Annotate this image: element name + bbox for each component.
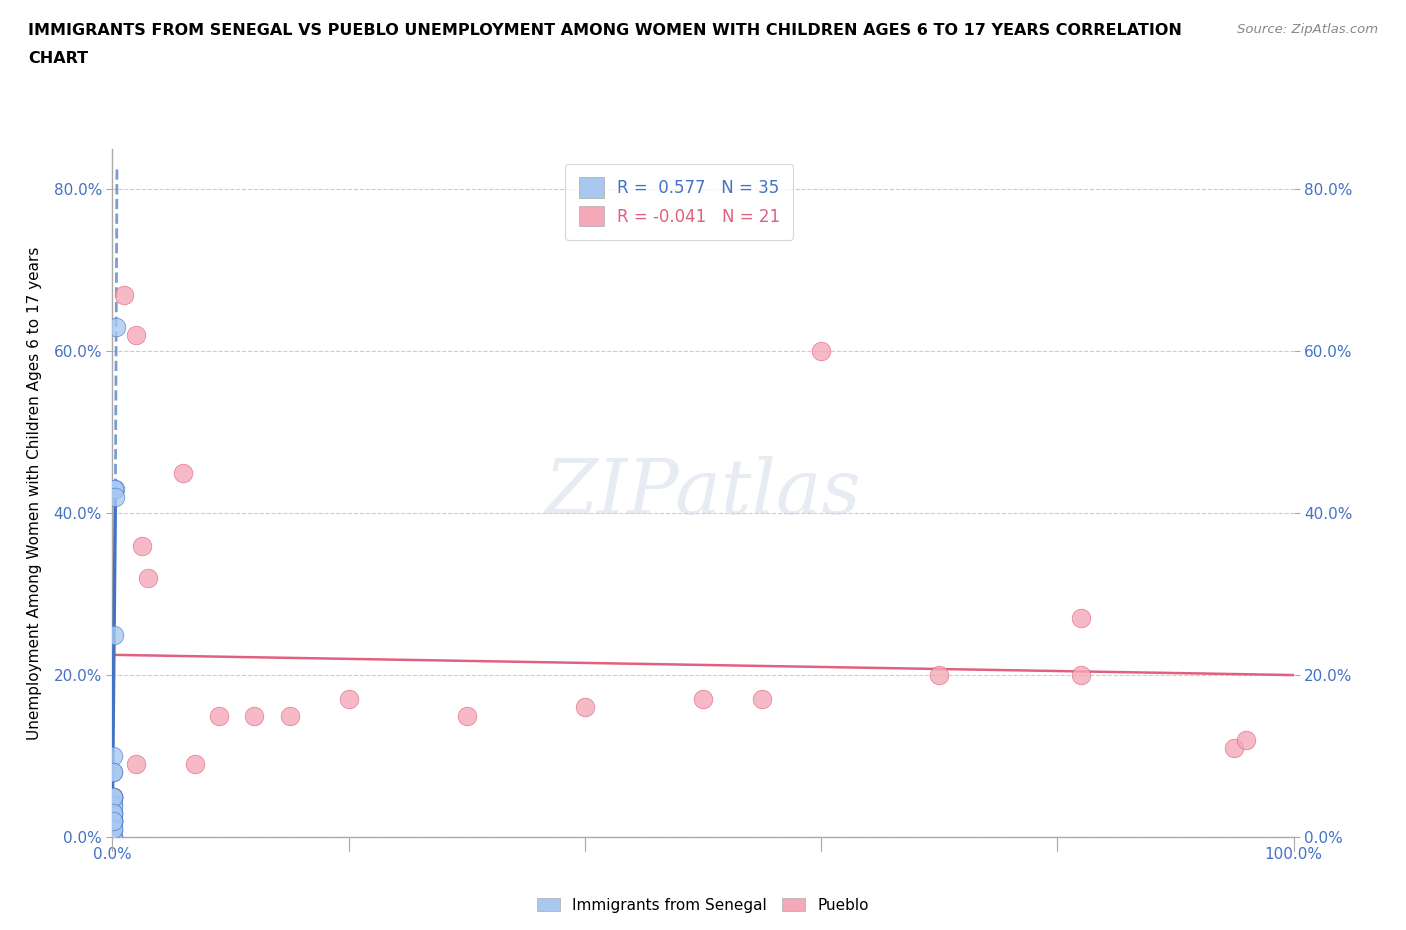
Point — [692, 692, 714, 707]
Point — [101, 789, 124, 804]
Point — [1070, 668, 1092, 683]
Point — [104, 482, 127, 497]
Point — [208, 708, 231, 723]
Point — [1234, 733, 1257, 748]
Point — [456, 708, 478, 723]
Point — [101, 764, 124, 779]
Point — [574, 700, 596, 715]
Point — [1223, 740, 1246, 755]
Point — [101, 814, 124, 829]
Point — [101, 789, 124, 804]
Point — [184, 757, 207, 772]
Point — [928, 668, 950, 683]
Point — [136, 570, 159, 585]
Point — [104, 489, 127, 504]
Point — [101, 814, 124, 829]
Point — [103, 789, 125, 804]
Point — [101, 821, 124, 836]
Y-axis label: Unemployment Among Women with Children Ages 6 to 17 years: Unemployment Among Women with Children A… — [28, 246, 42, 739]
Point — [101, 814, 124, 829]
Point — [101, 764, 124, 779]
Point — [810, 344, 832, 359]
Point — [172, 465, 194, 480]
Point — [751, 692, 773, 707]
Point — [125, 327, 148, 342]
Point — [101, 814, 124, 829]
Point — [101, 797, 124, 812]
Point — [101, 830, 124, 844]
Point — [112, 287, 135, 302]
Point — [101, 814, 124, 829]
Text: CHART: CHART — [28, 51, 89, 66]
Legend: Immigrants from Senegal, Pueblo: Immigrants from Senegal, Pueblo — [531, 892, 875, 919]
Point — [101, 814, 124, 829]
Point — [101, 830, 124, 844]
Point — [101, 814, 124, 829]
Point — [101, 821, 124, 836]
Text: Source: ZipAtlas.com: Source: ZipAtlas.com — [1237, 23, 1378, 36]
Point — [131, 538, 153, 553]
Point — [1070, 611, 1092, 626]
Point — [101, 805, 124, 820]
Point — [103, 789, 125, 804]
Point — [337, 692, 360, 707]
Point — [103, 627, 125, 642]
Point — [101, 805, 124, 820]
Point — [101, 821, 124, 836]
Point — [103, 789, 125, 804]
Text: IMMIGRANTS FROM SENEGAL VS PUEBLO UNEMPLOYMENT AMONG WOMEN WITH CHILDREN AGES 6 : IMMIGRANTS FROM SENEGAL VS PUEBLO UNEMPL… — [28, 23, 1182, 38]
Point — [103, 789, 125, 804]
Point — [125, 757, 148, 772]
Point — [105, 320, 128, 335]
Point — [101, 830, 124, 844]
Point — [103, 749, 125, 764]
Point — [103, 482, 125, 497]
Point — [278, 708, 301, 723]
Point — [101, 805, 124, 820]
Text: ZIPatlas: ZIPatlas — [544, 456, 862, 530]
Point — [101, 805, 124, 820]
Point — [103, 789, 125, 804]
Point — [101, 797, 124, 812]
Point — [101, 805, 124, 820]
Point — [243, 708, 266, 723]
